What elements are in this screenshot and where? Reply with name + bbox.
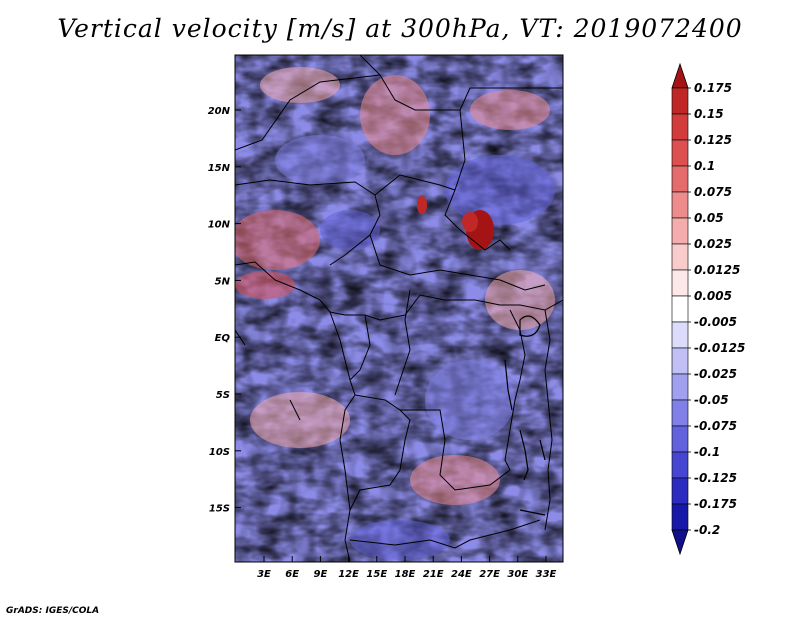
- colorbar-box: [671, 139, 689, 167]
- colorbar-box: [671, 477, 689, 505]
- colorbar: 0.175 0.15 0.125 0.1 0.075 0.05 0.025 0.0125 0.0…: [671, 62, 745, 556]
- colorbar-box: [671, 321, 689, 349]
- colorbar-box: [671, 295, 689, 323]
- colorbar-label: -0.1: [694, 445, 720, 459]
- longitude-axis: 3E 6E 9E 12E 15E 18E 21E 24E 27E 30E 33E: [257, 556, 557, 580]
- colorbar-label: 0.15: [694, 107, 724, 121]
- lat-tick-label: 5N: [215, 276, 231, 287]
- colorbar-box: [671, 87, 689, 115]
- colorbar-box: [671, 113, 689, 141]
- lat-tick-label: 15S: [209, 504, 230, 515]
- lon-tick-label: 21E: [423, 569, 444, 580]
- colorbar-label: 0.125: [694, 133, 732, 147]
- colorbar-box: [671, 503, 689, 531]
- colorbar-box: [671, 425, 689, 453]
- map-frame: [234, 54, 564, 563]
- colorbar-label: 0.0125: [694, 263, 740, 277]
- lon-tick-label: 27E: [479, 569, 500, 580]
- colorbar-box: [671, 451, 689, 479]
- latitude-axis: 20N 15N 10N 5N EQ 5S 10S 15S: [208, 106, 241, 515]
- colorbar-box: [671, 191, 689, 219]
- lat-tick-label: 20N: [208, 106, 231, 117]
- colorbar-box: [671, 243, 689, 271]
- colorbar-box: [671, 373, 689, 401]
- colorbar-label: 0.175: [694, 81, 732, 95]
- lon-tick-label: 24E: [451, 569, 472, 580]
- chart-title: Vertical velocity [m/s] at 300hPa, VT: 2…: [57, 14, 743, 43]
- colorbar-label: -0.025: [694, 367, 737, 381]
- colorbar-label: -0.0125: [694, 341, 745, 355]
- colorbar-box: [671, 165, 689, 193]
- colorbar-label: -0.05: [694, 393, 729, 407]
- lon-tick-label: 6E: [285, 569, 299, 580]
- lon-tick-label: 9E: [314, 569, 328, 580]
- colorbar-box: [671, 269, 689, 297]
- credit-label: GrADS: IGES/COLA: [6, 606, 99, 616]
- colorbar-label: -0.075: [694, 419, 737, 433]
- lon-tick-label: 15E: [366, 569, 387, 580]
- colorbar-label: 0.1: [694, 159, 715, 173]
- colorbar-top-arrow: [671, 62, 689, 89]
- lon-tick-label: 3E: [257, 569, 271, 580]
- lake-outlines: [504, 315, 546, 516]
- velocity-field: [235, 55, 563, 562]
- colorbar-label: -0.175: [694, 497, 737, 511]
- lat-tick-label: 15N: [208, 163, 231, 174]
- lon-tick-label: 18E: [395, 569, 416, 580]
- colorbar-bottom-arrow: [671, 529, 689, 556]
- colorbar-box: [671, 347, 689, 375]
- lat-tick-label: 10S: [209, 447, 230, 458]
- lon-tick-label: 30E: [507, 569, 528, 580]
- colorbar-label: 0.075: [694, 185, 732, 199]
- lat-tick-label: 5S: [216, 390, 230, 401]
- colorbar-box: [671, 217, 689, 245]
- colorbar-label: -0.005: [694, 315, 737, 329]
- colorbar-label: 0.025: [694, 237, 732, 251]
- country-borders: [235, 55, 563, 562]
- lat-tick-label: 10N: [208, 220, 231, 231]
- lon-tick-label: 12E: [338, 569, 359, 580]
- colorbar-label: 0.05: [694, 211, 724, 225]
- lat-tick-label: EQ: [215, 333, 231, 344]
- lon-tick-label: 33E: [536, 569, 557, 580]
- colorbar-label: 0.005: [694, 289, 732, 303]
- colorbar-box: [671, 399, 689, 427]
- colorbar-label: -0.2: [694, 523, 720, 537]
- colorbar-label: -0.125: [694, 471, 737, 485]
